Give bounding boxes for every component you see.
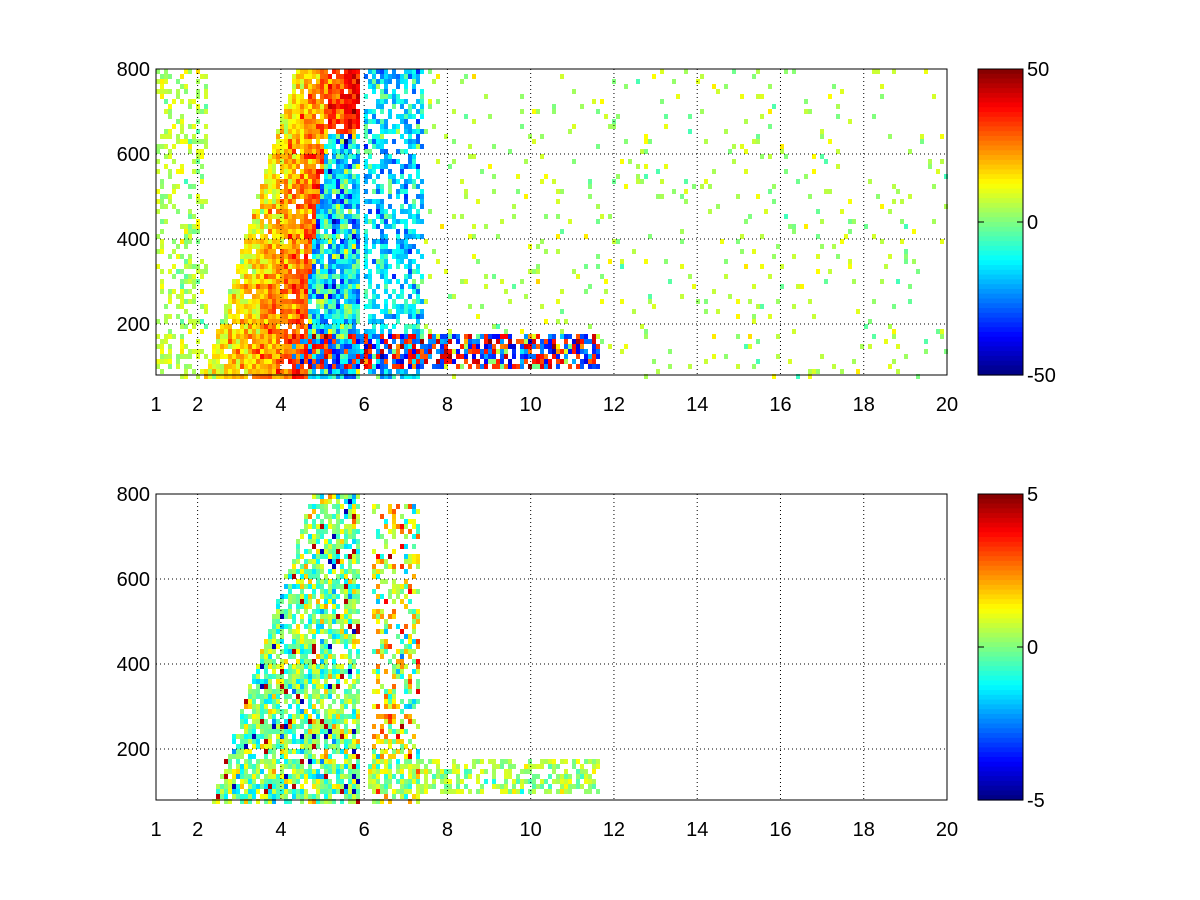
- plot-frame: [155, 68, 948, 376]
- plot-frame: [155, 493, 948, 801]
- colorbar-tick-label: 0: [1027, 637, 1038, 659]
- x-tick-label: 1: [150, 819, 161, 841]
- x-tick-label: 10: [520, 394, 542, 416]
- heatmap-cells: [156, 69, 948, 379]
- x-tick-label: 8: [442, 819, 453, 841]
- x-tick-label: 10: [520, 819, 542, 841]
- x-tick-label: 8: [442, 394, 453, 416]
- x-tick-label: 2: [192, 394, 203, 416]
- colorbar: -5 0 5: [977, 484, 1045, 812]
- y-tick-label: 400: [117, 229, 150, 251]
- x-tick-label: 12: [603, 819, 625, 841]
- x-tick-label: 14: [686, 819, 708, 841]
- x-tick-label: 20: [936, 819, 958, 841]
- y-tick-label: 800: [117, 484, 150, 506]
- x-tick-label: 4: [275, 394, 286, 416]
- colorbar-tick-label: -50: [1027, 365, 1056, 387]
- y-tick-label: 200: [117, 739, 150, 761]
- x-tick-label: 18: [853, 819, 875, 841]
- x-tick-label: 12: [603, 394, 625, 416]
- x-tick-label: 6: [359, 394, 370, 416]
- y-tick-label: 600: [117, 569, 150, 591]
- x-tick-label: 4: [275, 819, 286, 841]
- x-tick-label: 14: [686, 394, 708, 416]
- x-tick-label: 1: [150, 394, 161, 416]
- x-tick-label: 2: [192, 819, 203, 841]
- y-tick-label: 400: [117, 654, 150, 676]
- x-tick-label: 16: [769, 819, 791, 841]
- colorbar-tick-label: 0: [1027, 212, 1038, 234]
- colorbar-tick-label: -5: [1027, 790, 1045, 812]
- y-tick-label: 800: [117, 59, 150, 81]
- y-tick-label: 200: [117, 314, 150, 336]
- y-tick-label: 600: [117, 144, 150, 166]
- x-tick-label: 16: [769, 394, 791, 416]
- x-tick-label: 20: [936, 394, 958, 416]
- colorbar-tick-label: 5: [1027, 484, 1038, 506]
- colorbar-tick-label: 50: [1027, 59, 1049, 81]
- x-tick-label: 18: [853, 394, 875, 416]
- heatmap-cells: [212, 494, 600, 804]
- x-tick-label: 6: [359, 819, 370, 841]
- colorbar: -50 0 50: [977, 59, 1056, 387]
